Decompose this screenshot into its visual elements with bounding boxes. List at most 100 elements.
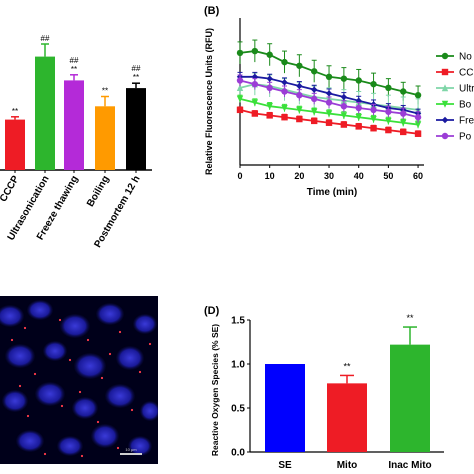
panel-b-label: (B) <box>204 5 220 17</box>
cell-nucleus <box>105 384 135 408</box>
scale-bar-label: 10 μm <box>125 447 137 452</box>
microscopy-cells: 10 μm <box>0 296 158 464</box>
panel-d-tick-label: Mito <box>337 460 358 471</box>
panel-a-bar <box>64 80 84 170</box>
panel-b-data-point <box>325 110 333 118</box>
panel-b-x-tick-label: 50 <box>383 171 393 181</box>
panel-b-legend-label: Bo <box>459 100 472 111</box>
signal-dot <box>108 352 112 356</box>
panel-d-y-tick-label: 0.5 <box>231 404 245 415</box>
scale-bar <box>120 453 142 455</box>
signal-dot <box>23 326 27 330</box>
panel-b-data-point <box>340 93 348 101</box>
panel-b-data-point <box>266 75 273 82</box>
panel-b-data-point <box>310 68 318 75</box>
cell-nucleus <box>43 341 67 361</box>
signal-dot <box>78 390 82 394</box>
signal-dot <box>33 372 37 376</box>
panel-b-data-point <box>400 110 407 117</box>
panel-b-data-point <box>296 91 303 99</box>
panel-b-data-point <box>236 95 244 103</box>
panel-b-data-point <box>266 84 273 92</box>
panel-a-significance-label: ** <box>133 73 139 82</box>
panel-b-series <box>236 39 422 105</box>
panel-b-data-point <box>355 77 362 84</box>
signal-dot <box>10 338 14 342</box>
panel-b-line-chart: (B) 0 10 20 30 40 50 60 Time (min) Relative Fluor… <box>204 5 474 198</box>
panel-b-x-tick-label: 0 <box>237 171 242 181</box>
panel-b-data-point <box>251 80 259 88</box>
signal-dot <box>58 318 62 322</box>
panel-b-data-point <box>281 88 288 95</box>
panel-d-y-tick-label: 0.0 <box>231 448 245 459</box>
panel-a-tick-label: CCCP <box>0 174 22 204</box>
panel-b-data-point <box>325 99 333 106</box>
cell-nucleus <box>116 346 144 370</box>
panel-d-bar <box>265 364 305 452</box>
signal-dot <box>130 408 134 412</box>
panel-b-legend-marker <box>441 116 449 124</box>
panel-b-data-point <box>414 114 422 121</box>
panel-a-significance-label: ## <box>41 34 50 43</box>
panel-b-data-point <box>236 84 244 92</box>
cell-nucleus <box>16 430 44 452</box>
panel-b-data-point <box>340 112 348 120</box>
panel-b-legend-marker <box>441 52 449 60</box>
panel-b-data-point <box>325 73 333 81</box>
panel-a-tick-label: Boiling <box>85 174 111 209</box>
panel-b-data-point <box>325 119 333 126</box>
panel-b-x-tick-label: 20 <box>294 171 304 181</box>
signal-dot <box>116 446 120 450</box>
panel-d-y-axis-label: Reactive Oxygen Species (% SE) <box>210 324 220 456</box>
panel-b-data-point <box>310 108 318 116</box>
panel-b-data-point <box>281 58 288 66</box>
panel-b-legend-label: Po <box>459 132 472 143</box>
panel-a-significance-label: ** <box>102 87 108 96</box>
panel-a-bar <box>95 106 115 170</box>
panel-b-data-point <box>400 119 407 127</box>
panel-a-bar <box>35 56 55 170</box>
signal-dot <box>68 358 72 362</box>
panel-b-data-point <box>281 79 288 86</box>
signal-dot <box>43 452 47 456</box>
signal-dot <box>60 404 64 408</box>
cell-nucleus <box>60 314 90 338</box>
panel-b-data-point <box>370 80 377 88</box>
cell-nucleus <box>27 300 53 320</box>
panel-b-data-point <box>281 114 288 121</box>
panel-d-bar <box>327 383 367 452</box>
panel-d-significance-label: ** <box>406 313 414 323</box>
cell-nucleus <box>96 303 124 325</box>
microscopy-image: 10 μm <box>0 296 158 464</box>
panel-b-y-axis-label: Relative Fluorescence Units (RFU) <box>204 28 214 175</box>
panel-d-significance-label: ** <box>343 361 351 371</box>
panel-d-bar-chart: (D) 0.0 0.5 1.0 1.5 Reactive Oxygen Species (… <box>204 305 444 471</box>
panel-b-data-point <box>385 84 392 92</box>
cell-nucleus <box>74 353 106 379</box>
panel-b-x-axis-label: Time (min) <box>307 187 357 198</box>
panel-b-legend-label: Ultr <box>459 84 474 95</box>
panel-b-data-point <box>400 128 407 136</box>
panel-a-significance-label: ** <box>71 65 77 74</box>
cell-nucleus <box>128 436 152 456</box>
panel-b-legend-label: No <box>459 52 472 63</box>
panel-b-data-point <box>355 104 362 112</box>
panel-b-data-point <box>281 104 288 112</box>
cell-nucleus <box>133 314 157 334</box>
cell-nucleus <box>91 424 119 448</box>
panel-b-data-point <box>266 103 273 110</box>
panel-a-significance-label: ** <box>12 107 18 116</box>
panel-d-y-tick-label: 1.0 <box>231 360 245 371</box>
panel-b-legend-label: CC <box>459 68 473 79</box>
cell-nucleus <box>72 397 98 419</box>
panel-b-data-point <box>296 115 303 123</box>
signal-dot <box>80 454 84 458</box>
panel-a-bar <box>5 119 25 170</box>
panel-b-data-point <box>266 51 273 58</box>
panel-b-data-point <box>340 75 348 82</box>
panel-b-data-point <box>370 106 377 114</box>
panel-d-tick-label: SE <box>278 460 292 471</box>
panel-b-x-tick-label: 10 <box>265 171 275 181</box>
panel-b-data-point <box>414 121 422 129</box>
